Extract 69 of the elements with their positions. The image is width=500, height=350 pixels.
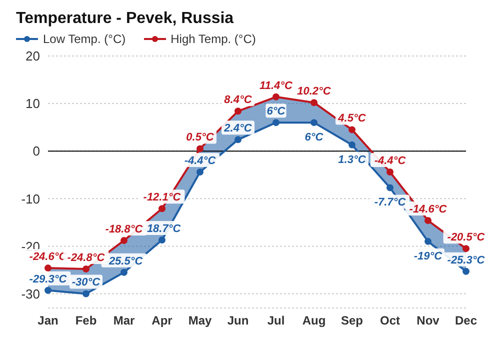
y-tick-label: 20 (26, 48, 40, 64)
point (272, 119, 280, 126)
data-label: 11.4°C (260, 80, 294, 92)
point (44, 286, 52, 294)
y-tick-label: -10 (21, 191, 40, 206)
point (386, 184, 394, 192)
point (386, 168, 394, 176)
data-label: 10.2°C (297, 86, 332, 98)
data-label: -24.6°C (29, 251, 68, 264)
x-tick-label: Jun (227, 314, 249, 328)
data-label: -30°C (72, 276, 102, 289)
point (424, 238, 432, 245)
data-label: 4.5°C (337, 112, 367, 125)
data-label: -25.3°C (447, 254, 486, 266)
data-label: 6°C (266, 106, 286, 118)
data-label: -7.7°C (374, 196, 407, 209)
x-tick-label: Nov (416, 314, 440, 328)
point (310, 119, 318, 126)
x-tick-label: Sep (340, 314, 364, 328)
y-tick-label: 10 (26, 96, 40, 112)
point (234, 136, 242, 144)
data-label: -25.5°C (105, 255, 144, 268)
point (348, 126, 356, 134)
x-tick-label: May (188, 314, 212, 328)
data-label: -20.5°C (447, 232, 486, 244)
data-label: -4.4°C (374, 155, 407, 168)
point (196, 145, 204, 152)
x-tick-label: Dec (454, 314, 478, 328)
x-tick-label: Apr (152, 314, 173, 328)
point (272, 93, 280, 100)
point (120, 236, 128, 244)
x-tick-label: Mar (113, 314, 135, 328)
point (44, 264, 52, 272)
data-label: -4.4°C (184, 155, 217, 168)
point (424, 217, 432, 224)
data-label: -14.6°C (409, 204, 448, 216)
x-tick-label: Oct (380, 314, 400, 328)
legend-label: High Temp. (°C) (170, 32, 256, 46)
y-tick-label: 0 (32, 144, 40, 159)
data-label: 8.4°C (224, 94, 253, 106)
point (234, 108, 242, 115)
data-label: 2.4°C (223, 122, 253, 135)
data-label: -19°C (414, 250, 444, 262)
data-label: 0.5°C (186, 132, 215, 144)
point (462, 245, 470, 252)
data-label: -18.7°C (143, 223, 182, 236)
point (82, 290, 90, 298)
data-label: 6°C (304, 132, 324, 144)
y-tick-label: -20 (21, 238, 40, 254)
x-tick-label: Aug (302, 314, 326, 328)
x-tick-label: Jan (38, 314, 58, 328)
point (196, 168, 204, 176)
point (82, 266, 90, 273)
x-tick-label: Feb (75, 314, 97, 328)
data-label: -18.8°C (105, 223, 144, 236)
data-label: -29.3°C (29, 273, 68, 286)
point (158, 236, 166, 244)
point (158, 205, 166, 212)
point (310, 99, 318, 106)
data-label: -12.1°C (143, 192, 182, 204)
data-label: 1.3°C (338, 154, 367, 166)
point (348, 141, 356, 148)
point (120, 268, 128, 276)
chart-title: Temperature - Pevek, Russia (15, 9, 235, 29)
x-tick-label: Jul (267, 314, 285, 328)
data-label: -24.8°C (67, 252, 106, 264)
point (462, 268, 470, 275)
legend-label: Low Temp. (°C) (42, 32, 126, 46)
y-tick-label: -30 (21, 286, 40, 302)
